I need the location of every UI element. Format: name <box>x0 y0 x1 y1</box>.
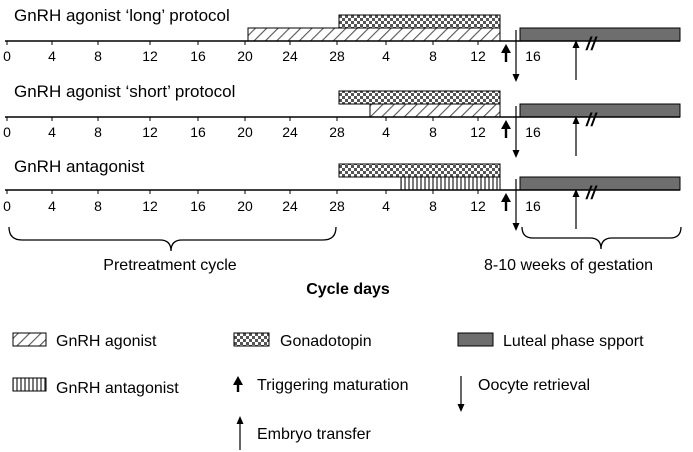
gonadotropin-bar <box>338 14 501 29</box>
day-label: 16 <box>190 48 206 64</box>
day-label: 12 <box>142 124 158 140</box>
day-label: 16 <box>190 124 206 140</box>
oocyte-retrieval-arrow-icon <box>512 30 520 82</box>
day-label: 4 <box>382 198 390 214</box>
day-label: 24 <box>282 48 298 64</box>
legend-embryo-transfer: Embryo transfer <box>236 416 371 450</box>
day-label: 4 <box>48 48 56 64</box>
axis-title: Cycle days <box>306 281 390 298</box>
embryo-transfer-arrow-icon <box>236 416 244 450</box>
day-labels: 0 4 8 12 16 20 24 28 4 8 12 16 <box>3 198 541 214</box>
luteal-support-bar <box>519 103 681 118</box>
luteal-support-bar <box>519 27 681 42</box>
oocyte-retrieval-arrow-icon <box>512 106 520 158</box>
legend-oocyte-retrieval: Oocyte retrieval <box>457 376 590 412</box>
day-label: 16 <box>190 198 206 214</box>
embryo-transfer-arrow-icon <box>572 189 580 229</box>
protocol-antagonist-title: GnRH antagonist <box>14 157 145 176</box>
legend-label: GnRH agonist <box>56 333 157 350</box>
day-label: 20 <box>237 198 253 214</box>
day-label: 4 <box>382 48 390 64</box>
embryo-transfer-arrow-icon <box>572 40 580 80</box>
legend-swatch-hatch <box>12 332 47 347</box>
day-label: 8 <box>429 124 437 140</box>
triggering-arrow-icon <box>501 44 511 62</box>
protocol-long: GnRH agonist ‘long’ protocol // 0 4 8 12… <box>3 6 681 82</box>
gnrh-agonist-bar <box>369 103 501 118</box>
legend-label: Gonadotopin <box>280 333 372 350</box>
day-labels: 0 4 8 12 16 20 24 28 4 8 12 16 <box>3 124 541 140</box>
day-label: 20 <box>237 124 253 140</box>
day-label: 28 <box>329 48 345 64</box>
triggering-arrow-icon <box>501 120 511 138</box>
day-label: 28 <box>329 124 345 140</box>
axis-ticks <box>6 190 479 194</box>
legend-label: Luteal phase spport <box>503 333 644 350</box>
day-label: 0 <box>3 48 11 64</box>
protocol-short-title: GnRH agonist ‘short’ protocol <box>14 82 235 101</box>
day-label: 0 <box>3 124 11 140</box>
gnrh-agonist-bar <box>247 27 501 42</box>
legend-label: Triggering maturation <box>257 377 408 394</box>
oocyte-retrieval-arrow-icon <box>457 376 465 412</box>
pretreatment-cycle-label: Pretreatment cycle <box>103 257 236 274</box>
day-label: 24 <box>282 124 298 140</box>
day-label: 4 <box>382 124 390 140</box>
legend-swatch-solid <box>457 332 494 347</box>
triggering-arrow-icon <box>233 376 243 392</box>
legend-swatch-vstripe <box>12 377 47 392</box>
day-label: 20 <box>237 48 253 64</box>
timeline-break-mark: // <box>585 110 598 130</box>
oocyte-retrieval-arrow-icon <box>512 179 520 231</box>
protocol-long-title: GnRH agonist ‘long’ protocol <box>14 6 230 25</box>
triggering-arrow-icon <box>501 193 511 211</box>
axis-ticks <box>6 41 479 45</box>
legend: GnRH agonist Gonadotopin Luteal phase sp… <box>12 332 644 450</box>
legend-label: Oocyte retrieval <box>478 377 590 394</box>
day-label: 8 <box>429 198 437 214</box>
gnrh-antagonist-bar <box>400 176 501 191</box>
legend-triggering: Triggering maturation <box>233 376 408 394</box>
day-label: 4 <box>48 124 56 140</box>
day-label: 12 <box>142 198 158 214</box>
legend-luteal-support: Luteal phase spport <box>457 332 644 350</box>
day-label: 8 <box>94 48 102 64</box>
embryo-transfer-arrow-icon <box>572 116 580 156</box>
timeline-break-mark: // <box>585 34 598 54</box>
legend-label: GnRH antagonist <box>56 380 179 397</box>
day-label: 12 <box>470 48 486 64</box>
pretreatment-brace <box>8 226 337 252</box>
protocol-short: GnRH agonist ‘short’ protocol // 0 4 8 1… <box>3 82 681 158</box>
day-label: 24 <box>282 198 298 214</box>
legend-swatch-checker <box>233 332 270 347</box>
axis-ticks <box>6 117 479 121</box>
day-label: 16 <box>525 124 541 140</box>
legend-gnrh-antagonist: GnRH antagonist <box>12 377 179 397</box>
legend-gonadotropin: Gonadotopin <box>233 332 372 350</box>
day-label: 0 <box>3 198 11 214</box>
day-label: 28 <box>329 198 345 214</box>
day-label: 8 <box>429 48 437 64</box>
gonadotropin-bar <box>338 90 501 105</box>
gestation-label: 8-10 weeks of gestation <box>484 257 653 274</box>
day-label: 8 <box>94 124 102 140</box>
day-label: 12 <box>470 198 486 214</box>
legend-gnrh-agonist: GnRH agonist <box>12 332 157 350</box>
gestation-brace <box>521 226 682 250</box>
day-label: 8 <box>94 198 102 214</box>
day-label: 16 <box>525 48 541 64</box>
day-label: 16 <box>525 198 541 214</box>
timeline-break-mark: // <box>585 183 598 203</box>
protocol-antagonist: GnRH antagonist // 0 4 8 12 16 20 24 <box>3 157 681 231</box>
day-label: 12 <box>142 48 158 64</box>
luteal-support-bar <box>519 176 681 191</box>
gonadotropin-bar <box>338 163 501 178</box>
legend-label: Embryo transfer <box>257 426 371 443</box>
day-label: 12 <box>470 124 486 140</box>
day-label: 4 <box>48 198 56 214</box>
day-labels: 0 4 8 12 16 20 24 28 4 8 12 16 <box>3 48 541 64</box>
